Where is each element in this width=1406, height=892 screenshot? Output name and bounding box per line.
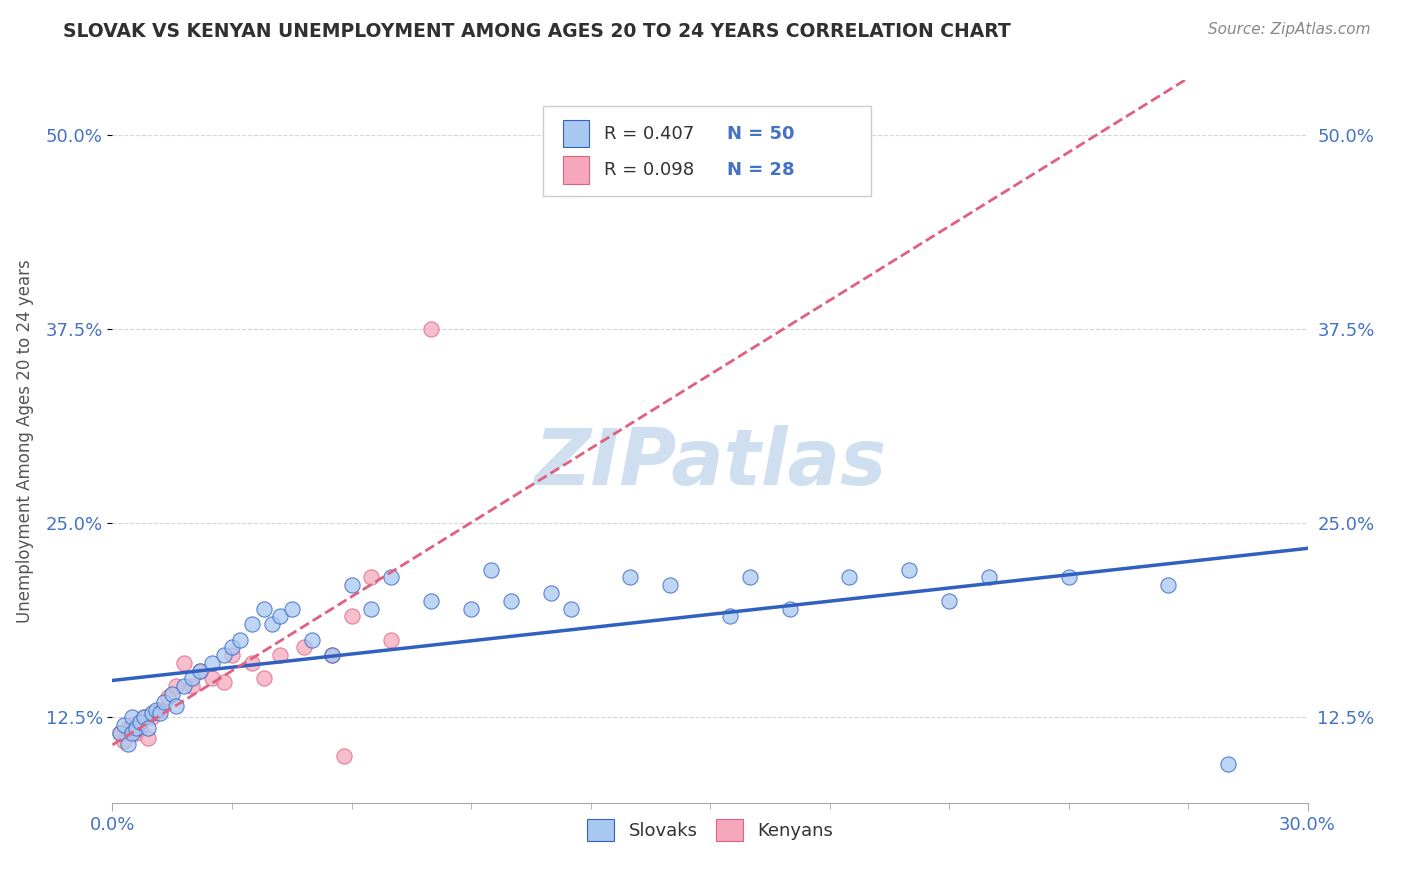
Text: Source: ZipAtlas.com: Source: ZipAtlas.com bbox=[1208, 22, 1371, 37]
Point bbox=[114, 733, 135, 747]
Point bbox=[201, 672, 224, 686]
Point bbox=[121, 710, 143, 724]
Point bbox=[188, 664, 211, 678]
Point bbox=[240, 656, 263, 670]
Point bbox=[292, 640, 315, 655]
Point bbox=[360, 601, 382, 615]
Point bbox=[129, 714, 152, 729]
Point bbox=[560, 601, 582, 615]
Point bbox=[479, 563, 502, 577]
Point bbox=[149, 702, 172, 716]
Point bbox=[201, 656, 224, 670]
Point bbox=[117, 721, 139, 735]
Point bbox=[1157, 578, 1180, 592]
Bar bbox=[562, 120, 589, 147]
Text: SLOVAK VS KENYAN UNEMPLOYMENT AMONG AGES 20 TO 24 YEARS CORRELATION CHART: SLOVAK VS KENYAN UNEMPLOYMENT AMONG AGES… bbox=[63, 22, 1011, 41]
Point bbox=[221, 648, 243, 663]
Point bbox=[162, 687, 183, 701]
Point bbox=[269, 648, 291, 663]
Text: R = 0.407: R = 0.407 bbox=[603, 125, 695, 143]
Point bbox=[153, 695, 176, 709]
Point bbox=[157, 690, 180, 705]
Point bbox=[260, 617, 283, 632]
Text: R = 0.098: R = 0.098 bbox=[603, 161, 693, 179]
Point bbox=[301, 632, 323, 647]
Point bbox=[125, 726, 148, 740]
Y-axis label: Unemployment Among Ages 20 to 24 years: Unemployment Among Ages 20 to 24 years bbox=[17, 260, 34, 624]
Point bbox=[114, 718, 135, 732]
Point bbox=[173, 656, 195, 670]
Point bbox=[540, 586, 562, 600]
Point bbox=[718, 609, 741, 624]
Point bbox=[253, 601, 276, 615]
Point bbox=[977, 570, 1000, 584]
Point bbox=[332, 749, 354, 764]
Point bbox=[173, 679, 195, 693]
Point bbox=[659, 578, 682, 592]
Point bbox=[380, 632, 402, 647]
Text: N = 50: N = 50 bbox=[727, 125, 794, 143]
Point bbox=[221, 640, 243, 655]
Point bbox=[141, 710, 163, 724]
Point bbox=[340, 578, 363, 592]
Point bbox=[420, 322, 443, 336]
Point bbox=[149, 706, 172, 720]
Point bbox=[110, 726, 132, 740]
Point bbox=[898, 563, 921, 577]
Point bbox=[229, 632, 252, 647]
Point bbox=[134, 710, 156, 724]
Point bbox=[253, 672, 276, 686]
Point bbox=[738, 570, 761, 584]
Point bbox=[165, 699, 187, 714]
Legend: Slovaks, Kenyans: Slovaks, Kenyans bbox=[579, 812, 841, 848]
Text: N = 28: N = 28 bbox=[727, 161, 794, 179]
Point bbox=[269, 609, 291, 624]
Text: ZIPatlas: ZIPatlas bbox=[534, 425, 886, 501]
Point bbox=[938, 594, 960, 608]
Point bbox=[181, 672, 204, 686]
Point bbox=[321, 648, 343, 663]
Point bbox=[145, 702, 167, 716]
Point bbox=[380, 570, 402, 584]
Point bbox=[110, 726, 132, 740]
Point bbox=[460, 601, 482, 615]
Point bbox=[212, 648, 235, 663]
Point bbox=[619, 570, 641, 584]
Point bbox=[125, 721, 148, 735]
Bar bbox=[562, 156, 589, 184]
Point bbox=[117, 737, 139, 751]
Point bbox=[240, 617, 263, 632]
Point bbox=[181, 679, 204, 693]
Point bbox=[1057, 570, 1080, 584]
Point bbox=[212, 674, 235, 689]
Point bbox=[141, 706, 163, 720]
FancyBboxPatch shape bbox=[543, 105, 872, 196]
Point bbox=[165, 679, 187, 693]
Point bbox=[1216, 756, 1239, 771]
Point bbox=[129, 721, 152, 735]
Point bbox=[121, 718, 143, 732]
Point bbox=[138, 731, 160, 745]
Point bbox=[340, 609, 363, 624]
Point bbox=[281, 601, 304, 615]
Point bbox=[188, 664, 211, 678]
Point bbox=[779, 601, 801, 615]
Point bbox=[360, 570, 382, 584]
Point bbox=[838, 570, 860, 584]
Point bbox=[420, 594, 443, 608]
Point bbox=[134, 710, 156, 724]
Point bbox=[499, 594, 522, 608]
Point bbox=[321, 648, 343, 663]
Point bbox=[138, 721, 160, 735]
Point bbox=[121, 726, 143, 740]
